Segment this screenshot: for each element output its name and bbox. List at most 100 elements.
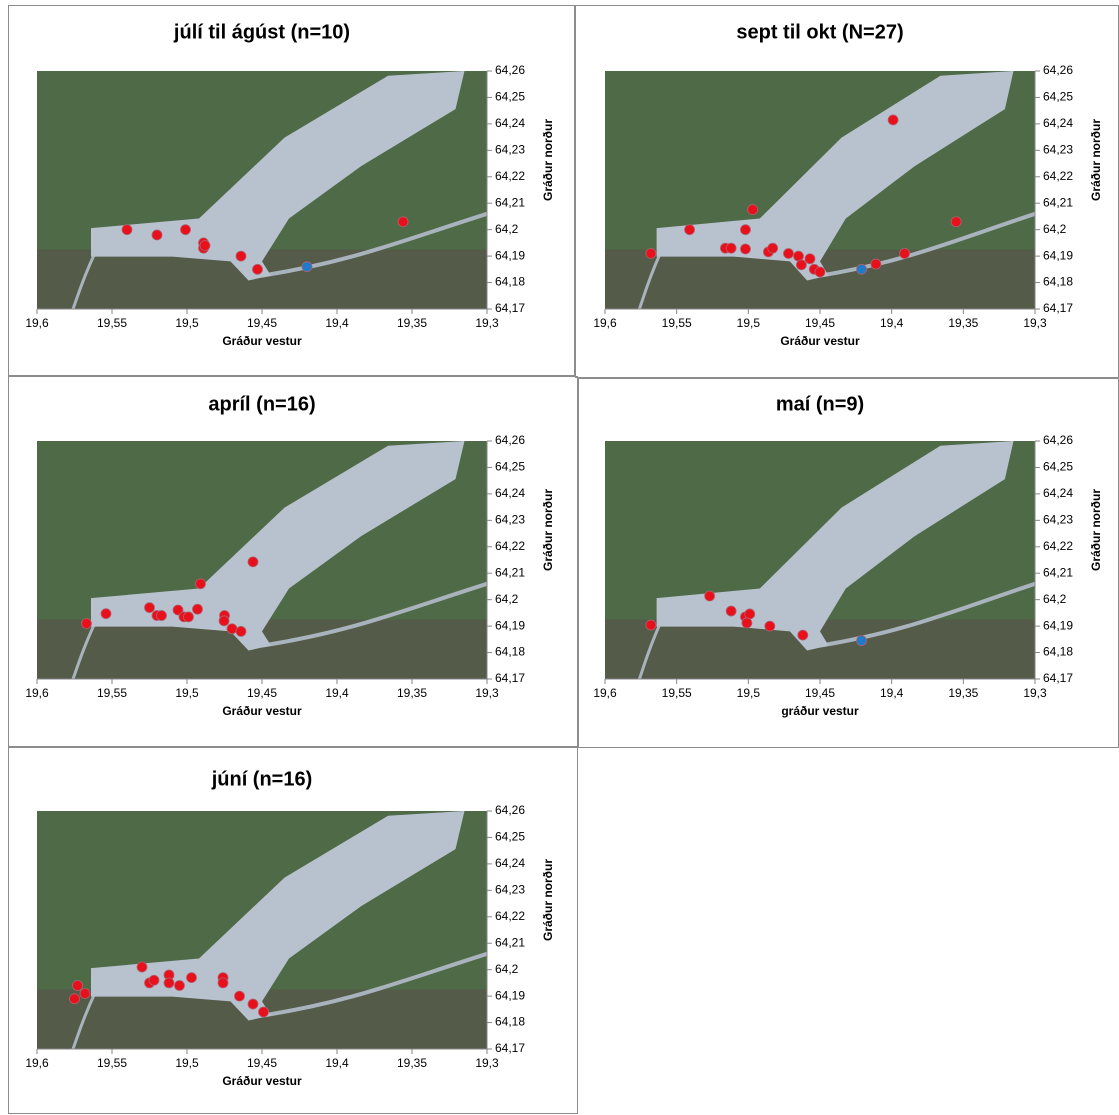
y-tick-label: 64,23 (495, 883, 525, 897)
x-tick-label: 19,4 (325, 686, 349, 700)
data-point (742, 618, 752, 628)
x-tick-label: 19,4 (880, 686, 904, 700)
data-point (253, 264, 263, 274)
y-tick-label: 64,23 (495, 143, 525, 157)
y-tick-label: 64,17 (495, 1041, 525, 1055)
data-point (745, 609, 755, 619)
y-tick-label: 64,24 (495, 856, 525, 870)
data-point (181, 225, 191, 235)
x-tick-label: 19,45 (805, 316, 835, 330)
x-tick-label: 19,3 (1023, 316, 1047, 330)
y-tick-label: 64,2 (495, 222, 519, 236)
data-point (122, 225, 132, 235)
data-point (248, 557, 258, 567)
y-tick-label: 64,18 (1043, 645, 1073, 659)
data-point (748, 205, 758, 215)
y-tick-label: 64,24 (495, 486, 525, 500)
y-tick-label: 64,24 (1043, 486, 1073, 500)
x-tick-label: 19,4 (325, 316, 349, 330)
chart-title: júlí til ágúst (n=10) (173, 21, 350, 43)
data-point (236, 626, 246, 636)
x-tick-label: 19,3 (475, 316, 499, 330)
x-tick-label: 19,45 (247, 316, 277, 330)
chart-title: júní (n=16) (211, 768, 313, 790)
data-point (196, 579, 206, 589)
y-tick-label: 64,23 (495, 513, 525, 527)
y-tick-label: 64,19 (1043, 618, 1073, 632)
y-tick-label: 64,22 (495, 909, 525, 923)
y-tick-label: 64,24 (495, 116, 525, 130)
data-point (888, 115, 898, 125)
x-axis-title: Gráður vestur (222, 1074, 302, 1088)
x-tick-label: 19,3 (475, 686, 499, 700)
y-tick-label: 64,21 (495, 935, 525, 949)
y-tick-label: 64,17 (1043, 301, 1073, 315)
y-tick-label: 64,19 (1043, 248, 1073, 262)
data-point (235, 991, 245, 1001)
y-tick-label: 64,25 (495, 830, 525, 844)
data-point (726, 243, 736, 253)
x-axis-title: Gráður vestur (222, 334, 302, 348)
data-point (236, 251, 246, 261)
x-tick-label: 19,4 (325, 1056, 349, 1070)
data-point (646, 620, 656, 630)
data-point (187, 973, 197, 983)
y-axis-title: Gráður norður (541, 489, 555, 571)
data-point (857, 264, 867, 274)
data-point (248, 999, 258, 1009)
data-point (796, 260, 806, 270)
y-tick-label: 64,23 (1043, 513, 1073, 527)
x-tick-label: 19,35 (397, 316, 427, 330)
data-point (705, 591, 715, 601)
data-point (900, 248, 910, 258)
y-tick-label: 64,17 (1043, 671, 1073, 685)
data-point (685, 225, 695, 235)
x-tick-label: 19,6 (25, 686, 49, 700)
x-tick-label: 19,55 (662, 316, 692, 330)
x-tick-label: 19,45 (247, 686, 277, 700)
data-point (783, 248, 793, 258)
chart-title: maí (n=9) (776, 393, 864, 415)
y-tick-label: 64,19 (495, 988, 525, 1002)
data-point (149, 975, 159, 985)
data-point (951, 217, 961, 227)
data-point (302, 262, 312, 272)
y-tick-label: 64,2 (495, 962, 519, 976)
y-axis-title: Gráður norður (541, 119, 555, 201)
data-point (137, 962, 147, 972)
chart-title: sept til okt (N=27) (736, 21, 903, 43)
y-tick-label: 64,17 (495, 671, 525, 685)
x-tick-label: 19,35 (397, 686, 427, 700)
x-tick-label: 19,5 (737, 316, 761, 330)
y-tick-label: 64,17 (495, 301, 525, 315)
y-tick-label: 64,22 (495, 539, 525, 553)
data-point (740, 244, 750, 254)
x-tick-label: 19,55 (97, 316, 127, 330)
y-tick-label: 64,19 (495, 248, 525, 262)
y-tick-label: 64,22 (1043, 169, 1073, 183)
y-tick-label: 64,21 (495, 195, 525, 209)
x-tick-label: 19,45 (805, 686, 835, 700)
y-tick-label: 64,22 (1043, 539, 1073, 553)
data-point (193, 604, 203, 614)
x-tick-label: 19,6 (593, 316, 617, 330)
y-tick-label: 64,18 (495, 1015, 525, 1029)
data-point (80, 988, 90, 998)
data-point (726, 606, 736, 616)
x-tick-label: 19,5 (175, 686, 199, 700)
y-tick-label: 64,26 (1043, 433, 1073, 447)
data-point (101, 609, 111, 619)
data-point (164, 978, 174, 988)
data-point (805, 254, 815, 264)
x-tick-label: 19,5 (737, 686, 761, 700)
x-axis-title: gráður vestur (781, 704, 859, 718)
y-tick-label: 64,23 (1043, 143, 1073, 157)
y-tick-label: 64,21 (1043, 195, 1073, 209)
data-point (871, 259, 881, 269)
x-tick-label: 19,5 (175, 1056, 199, 1070)
y-tick-label: 64,24 (1043, 116, 1073, 130)
data-point (73, 981, 83, 991)
x-tick-label: 19,45 (247, 1056, 277, 1070)
x-tick-label: 19,55 (662, 686, 692, 700)
x-tick-label: 19,5 (175, 316, 199, 330)
